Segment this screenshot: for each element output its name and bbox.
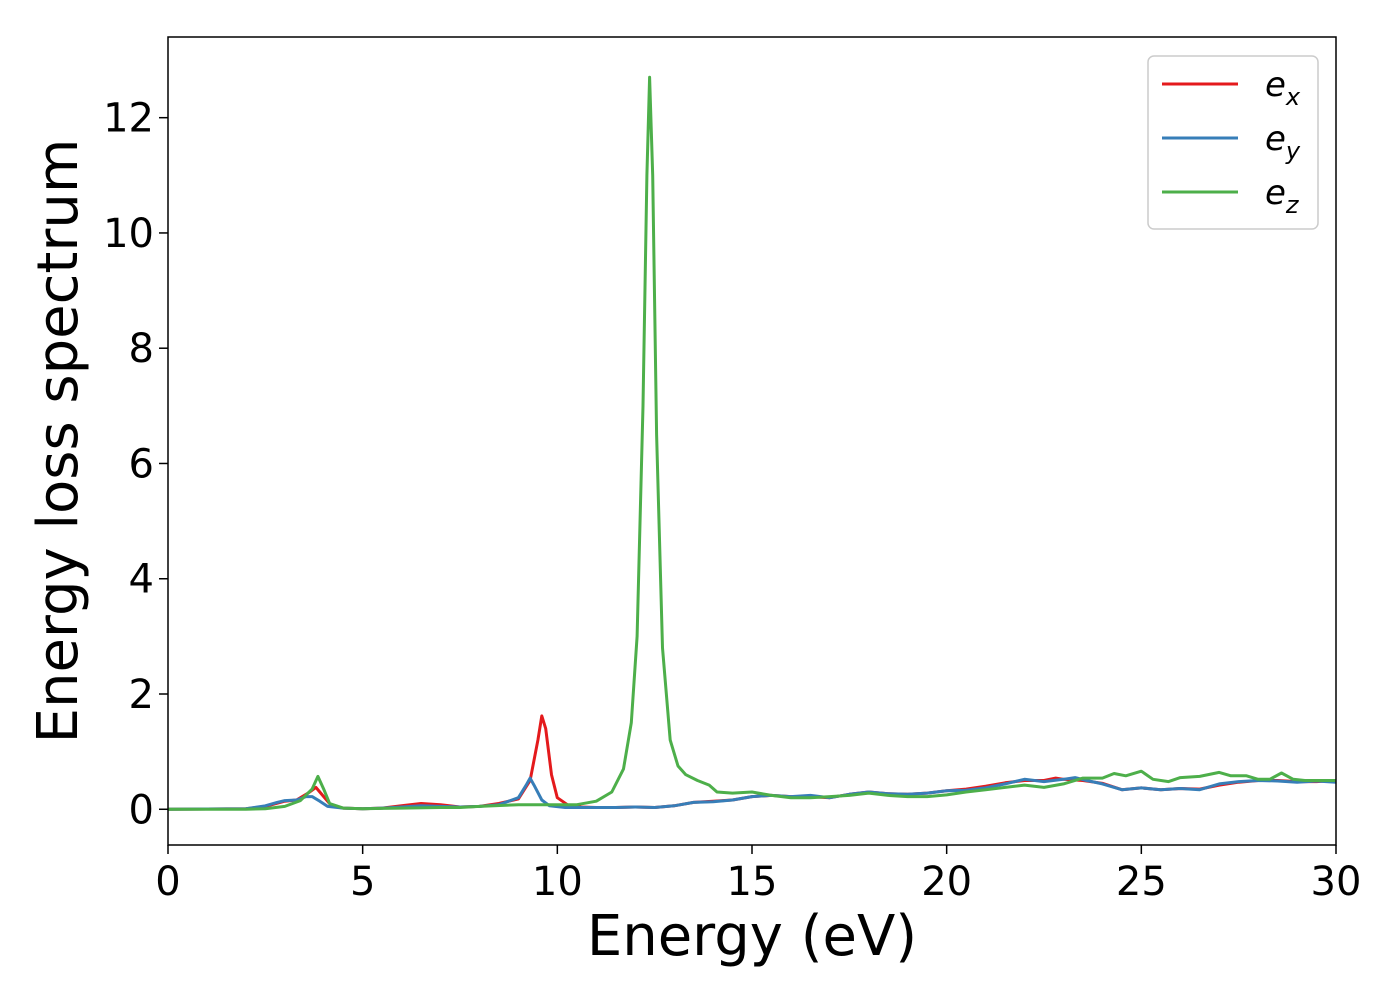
series-line-z (168, 75, 1336, 811)
x-tick-label: 5 (350, 859, 375, 905)
x-tick-label: 0 (155, 859, 180, 905)
legend-label-subscript: z (1285, 191, 1300, 219)
y-tick-label: 0 (129, 787, 154, 833)
x-tick-label: 15 (727, 859, 778, 905)
x-tick-label: 10 (532, 859, 583, 905)
x-tick-label: 20 (921, 859, 972, 905)
legend-label-x: ex (1265, 65, 1301, 111)
legend-label-base: e (1265, 119, 1286, 159)
x-axis-label: Energy (eV) (587, 904, 917, 969)
y-tick-label: 4 (129, 557, 154, 603)
x-tick-label: 30 (1311, 859, 1362, 905)
y-axis-label: Energy loss spectrum (26, 139, 91, 744)
x-tick-label: 25 (1116, 859, 1167, 905)
ticks-layer: 0 5 10 15 20 25 30 0 2 4 6 8 10 12 (103, 96, 1361, 905)
y-tick-label: 10 (103, 211, 154, 257)
legend-label-subscript: x (1285, 83, 1301, 111)
legend-label-y: ey (1265, 119, 1301, 165)
y-tick-label: 2 (129, 672, 154, 718)
series-layer (167, 75, 1337, 811)
legend-box (1147, 55, 1319, 230)
legend-label-base: e (1265, 173, 1286, 213)
legend-label-z: ez (1265, 173, 1300, 219)
legend-label-subscript: y (1285, 137, 1301, 165)
y-tick-label: 6 (129, 441, 154, 487)
legend-label-base: e (1265, 65, 1286, 105)
y-tick-label: 8 (129, 326, 154, 372)
y-tick-label: 12 (103, 96, 154, 142)
